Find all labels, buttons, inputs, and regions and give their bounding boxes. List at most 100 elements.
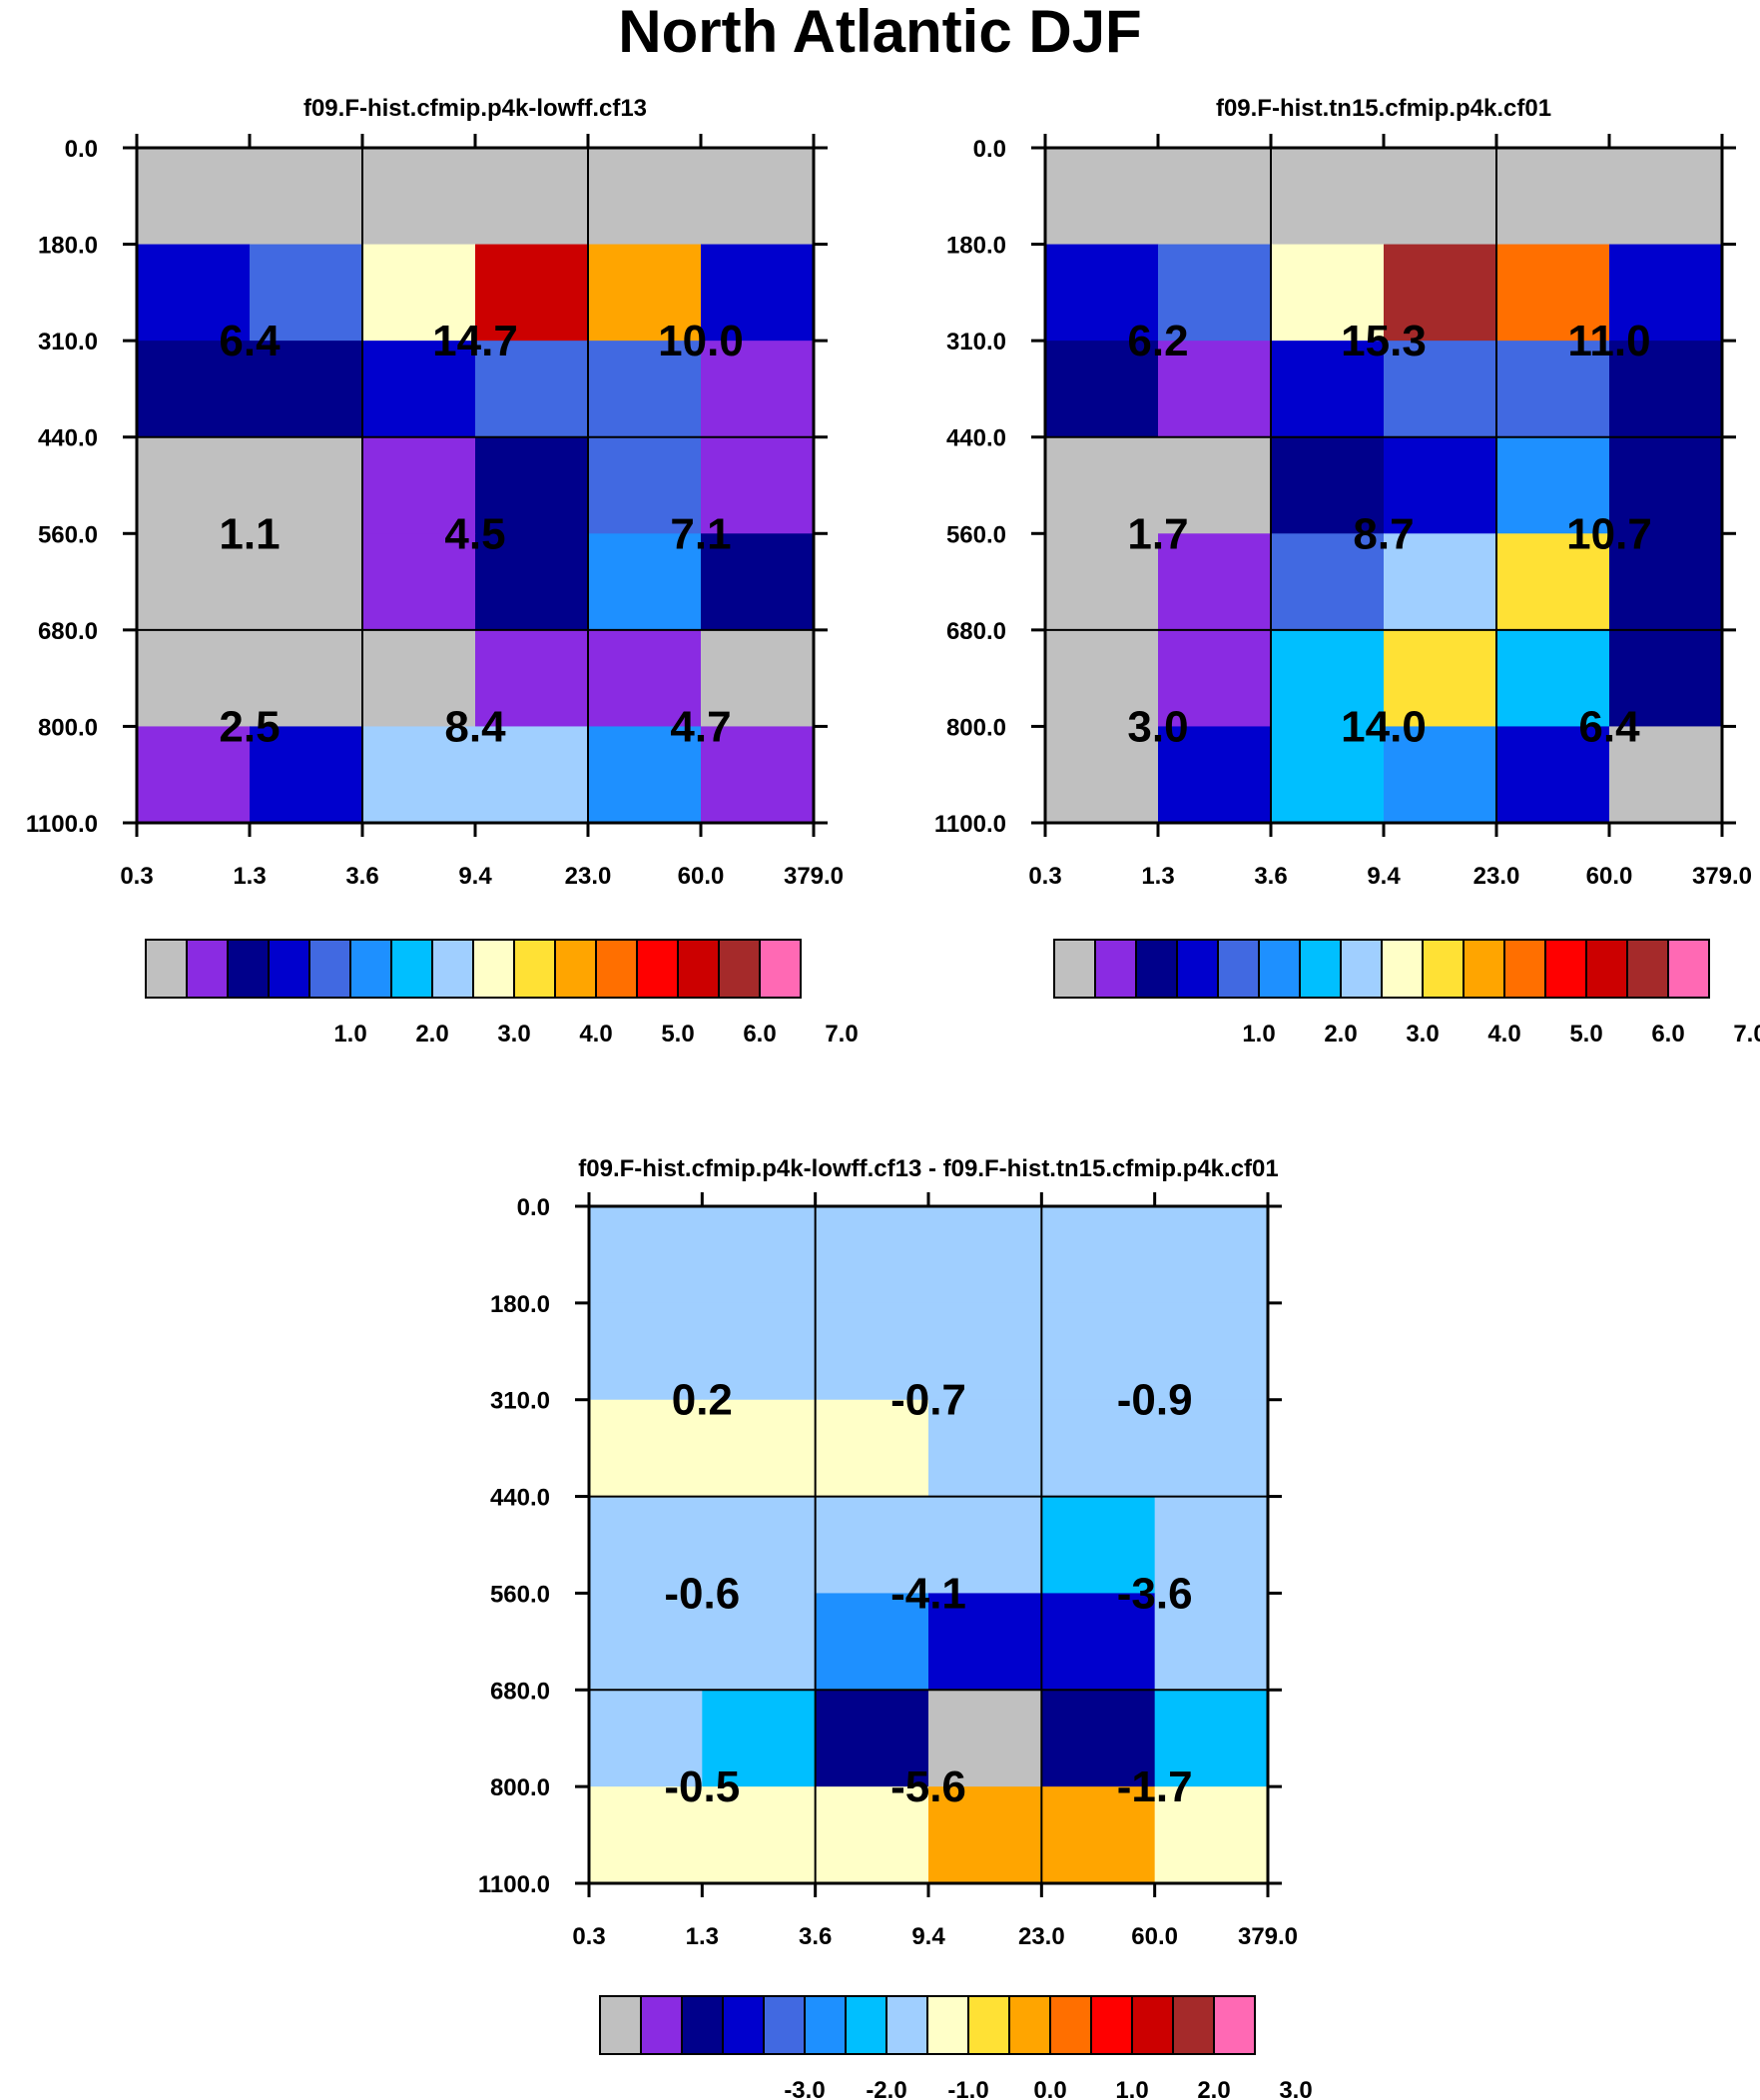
heatmap-cell: [1384, 244, 1497, 342]
colorbar-swatch: [681, 1995, 724, 2055]
y-tick-label: 180.0: [490, 1291, 550, 1318]
heatmap-cell: [589, 1206, 703, 1304]
y-tick-label: 680.0: [490, 1678, 550, 1705]
heatmap-cell: [702, 1496, 817, 1595]
y-tick-label: 800.0: [490, 1774, 550, 1801]
colorbar-swatch: [308, 939, 351, 999]
panel-3: f09.F-hist.cfmip.p4k-lowff.cf13 - f09.F-…: [478, 1155, 1313, 2100]
data-label: 14.0: [1341, 702, 1427, 751]
data-label: -0.7: [890, 1376, 966, 1425]
heatmap-cell: [1496, 341, 1610, 438]
x-tick-label: 0.3: [572, 1923, 605, 1950]
panel-title: f09.F-hist.cfmip.p4k-lowff.cf13: [303, 95, 647, 122]
heatmap-cell: [250, 726, 363, 824]
x-tick-label: 60.0: [1131, 1923, 1178, 1950]
heatmap-cell: [1384, 436, 1497, 534]
heatmap-cell: [250, 244, 363, 342]
colorbar-swatch: [1008, 1995, 1051, 2055]
x-tick-label: 23.0: [1473, 863, 1520, 890]
heatmap-cell: [362, 533, 476, 631]
y-tick-label: 0.0: [973, 136, 1006, 163]
heatmap-cell: [1384, 148, 1497, 246]
colorbar-label: 3.0: [497, 1021, 530, 1048]
y-tick-label: 180.0: [38, 233, 98, 260]
heatmap-cell: [1496, 244, 1610, 342]
colorbar-swatch: [718, 939, 761, 999]
heatmap-cell: [362, 341, 476, 438]
colorbar-swatch: [967, 1995, 1010, 2055]
heatmap-cell: [250, 533, 363, 631]
heatmap-cell: [1609, 244, 1723, 342]
heatmap-cell: [137, 533, 251, 631]
x-tick-label: 1.3: [1141, 863, 1174, 890]
heatmap-cell: [589, 1593, 703, 1691]
heatmap-cell: [701, 244, 815, 342]
y-tick-label: 0.0: [517, 1194, 550, 1221]
colorbar-swatch: [1172, 1995, 1215, 2055]
x-tick-label: 379.0: [784, 863, 844, 890]
heatmap-cell: [701, 148, 815, 246]
heatmap-cell: [1041, 1786, 1156, 1884]
heatmap-cell: [1271, 244, 1385, 342]
colorbar-label: 1.0: [333, 1021, 366, 1048]
heatmap-cell: [815, 1496, 929, 1595]
y-tick-label: 180.0: [946, 233, 1006, 260]
colorbar-swatch: [1544, 939, 1587, 999]
colorbar-swatch: [763, 1995, 806, 2055]
heatmap-cell: [589, 1399, 703, 1498]
data-label: 15.3: [1341, 317, 1427, 365]
colorbar-swatch: [431, 939, 474, 999]
heatmap-cell: [1154, 1399, 1269, 1498]
colorbar-swatch: [759, 939, 802, 999]
colorbar-label: 1.0: [1115, 2077, 1148, 2100]
y-tick-label: 310.0: [490, 1388, 550, 1415]
colorbar: 1.0 2.0 3.0 4.0 5.0 6.0 7.0: [1053, 939, 1760, 1048]
x-tick-label: 60.0: [1586, 863, 1633, 890]
colorbar-label: -2.0: [866, 2077, 906, 2100]
heatmap-cell: [815, 1690, 929, 1787]
colorbar-label: 3.0: [1279, 2077, 1312, 2100]
x-tick-label: 9.4: [1367, 863, 1401, 890]
data-label: -0.5: [664, 1762, 740, 1811]
colorbar-swatch: [1340, 939, 1383, 999]
heatmap-cell: [1158, 436, 1272, 534]
heatmap-cell: [362, 436, 476, 534]
heatmap-cell: [815, 1206, 929, 1304]
heatmap-cell: [1496, 148, 1610, 246]
heatmap-cell: [137, 436, 251, 534]
heatmap-cell: [702, 1399, 817, 1498]
colorbar-swatch: [722, 1995, 765, 2055]
colorbar-label: 5.0: [1569, 1021, 1602, 1048]
heatmap-cell: [928, 1399, 1042, 1498]
colorbar-label: 7.0: [825, 1021, 858, 1048]
heatmap-cell: [1154, 1786, 1269, 1884]
colorbar-swatch: [1422, 939, 1465, 999]
heatmap-cell: [1041, 1399, 1156, 1498]
data-label: -1.7: [1117, 1762, 1193, 1811]
heatmap-cell: [1609, 436, 1723, 534]
heatmap-cell: [250, 629, 363, 728]
x-tick-label: 60.0: [678, 863, 725, 890]
heatmap-cell: [1384, 533, 1497, 631]
heatmap-cell: [1158, 533, 1272, 631]
data-label: 6.4: [219, 317, 281, 365]
x-tick-label: 379.0: [1692, 863, 1752, 890]
data-label: 7.1: [670, 509, 731, 558]
heatmap-cell: [1384, 341, 1497, 438]
colorbar-swatch: [640, 1995, 683, 2055]
heatmap-cell: [1158, 726, 1272, 824]
heatmap-cell: [137, 629, 251, 728]
heatmap-cell: [702, 1206, 817, 1304]
colorbar-label: 2.0: [415, 1021, 448, 1048]
heatmap-cell: [815, 1593, 929, 1691]
heatmap-cell: [588, 436, 702, 534]
colorbar-label: 4.0: [579, 1021, 612, 1048]
heatmap-cell: [137, 148, 251, 246]
x-tick-label: 1.3: [233, 863, 266, 890]
heatmap-cell: [589, 1302, 703, 1401]
colorbar-swatch: [472, 939, 515, 999]
data-label: 1.1: [219, 509, 280, 558]
heatmap-cell: [1609, 341, 1723, 438]
